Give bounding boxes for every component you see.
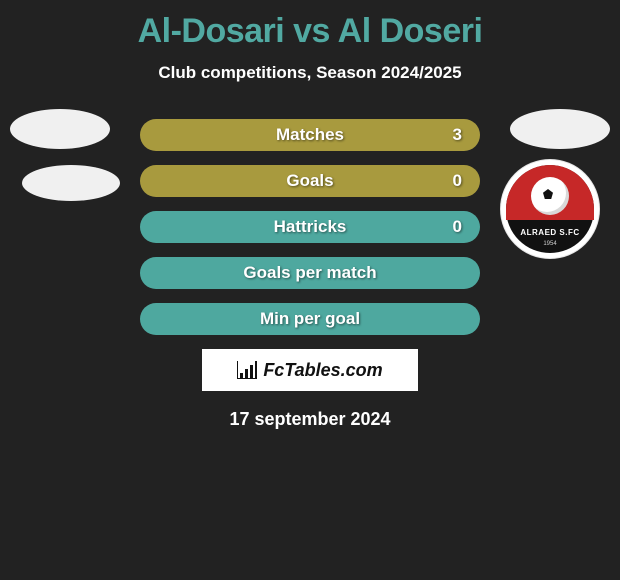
date-text: 17 september 2024 <box>0 409 620 430</box>
stat-value: 0 <box>453 217 462 237</box>
stat-value: 3 <box>453 125 462 145</box>
page-title: Al-Dosari vs Al Doseri <box>0 0 620 51</box>
player-left-avatar-placeholder-2 <box>22 165 120 201</box>
crest-ball-icon <box>531 177 569 215</box>
crest-year: 1954 <box>500 241 600 247</box>
stat-row-goals-per-match: Goals per match <box>140 257 480 289</box>
stat-label: Goals <box>286 171 333 191</box>
stat-label: Hattricks <box>274 217 347 237</box>
player-left-avatar-placeholder-1 <box>10 109 110 149</box>
stat-label: Matches <box>276 125 344 145</box>
stat-label: Goals per match <box>243 263 376 283</box>
stat-value: 0 <box>453 171 462 191</box>
stats-container: ALRAED S.FC 1954 Matches 3 Goals 0 Hattr… <box>0 119 620 430</box>
stat-row-goals: Goals 0 <box>140 165 480 197</box>
brand-chart-icon <box>237 361 257 379</box>
brand-text: FcTables.com <box>263 360 382 381</box>
page-subtitle: Club competitions, Season 2024/2025 <box>0 63 620 83</box>
crest-text: ALRAED S.FC <box>500 228 600 237</box>
player-right-avatar-placeholder <box>510 109 610 149</box>
stat-label: Min per goal <box>260 309 360 329</box>
brand-box: FcTables.com <box>202 349 418 391</box>
stat-row-min-per-goal: Min per goal <box>140 303 480 335</box>
stat-row-matches: Matches 3 <box>140 119 480 151</box>
club-crest: ALRAED S.FC 1954 <box>500 159 600 259</box>
stat-row-hattricks: Hattricks 0 <box>140 211 480 243</box>
